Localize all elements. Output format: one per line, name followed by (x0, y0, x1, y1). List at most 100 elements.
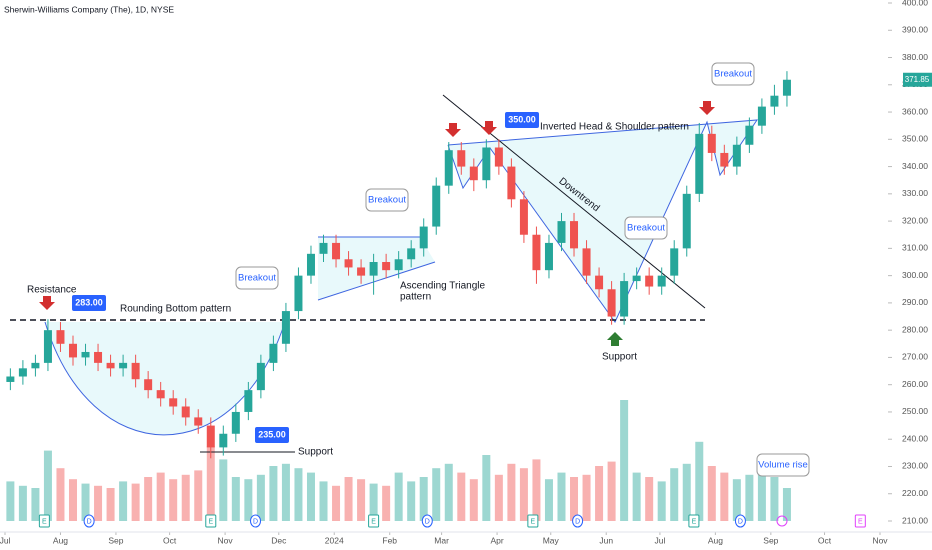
x-tick-label: Aug (708, 535, 723, 545)
volume-bar (582, 474, 591, 521)
candle-body (144, 379, 153, 391)
volume-bar (269, 466, 278, 521)
x-tick-label: Sep (763, 535, 778, 545)
candle-body (582, 248, 591, 276)
volume-bar (419, 477, 428, 521)
candle-body (43, 330, 52, 363)
volume-bar (670, 468, 679, 521)
volume-bar (632, 472, 641, 521)
volume-bar (219, 459, 228, 521)
price-callout-label: 350.00 (508, 114, 536, 124)
event-label: D (87, 518, 92, 525)
y-tick-label: 390.00 (902, 25, 928, 35)
y-tick-label: 210.00 (902, 515, 928, 525)
event-label: E (208, 518, 213, 525)
event-label: E (858, 518, 863, 525)
candle-body (695, 133, 704, 194)
volume-bar (682, 463, 691, 521)
x-tick-label: 2024 (325, 535, 344, 545)
volume-bar (344, 477, 353, 521)
dividend-icon (776, 515, 788, 527)
candle-body (206, 425, 215, 448)
event-marker (38, 514, 50, 528)
candle-body (444, 150, 453, 186)
event-marker (205, 514, 217, 528)
candle-body (507, 166, 516, 200)
event-marker (572, 514, 584, 528)
pattern-fill (448, 120, 757, 322)
event-label: E (692, 518, 697, 525)
x-tick-label: Oct (163, 535, 177, 545)
callout-label: Volume rise (758, 460, 808, 471)
x-tick-label: Jul (0, 535, 11, 545)
volume-bar (407, 481, 416, 521)
candle-body (344, 259, 353, 268)
volume-bar (519, 468, 528, 521)
candle-body (119, 362, 128, 369)
annotation: Resistance (27, 285, 77, 296)
volume-bar (18, 485, 27, 521)
candle-body (31, 362, 40, 369)
candle-body (645, 275, 654, 287)
x-tick-label: May (543, 535, 560, 545)
volume-bar (357, 479, 366, 521)
volume-bar (657, 481, 666, 521)
y-tick-label: 260.00 (902, 379, 928, 389)
event-marker (250, 514, 262, 528)
volume-bar (382, 485, 391, 521)
volume-bar (294, 468, 303, 521)
x-tick-label: Apr (490, 535, 503, 545)
y-tick-label: 240.00 (902, 433, 928, 443)
volume-bar (144, 477, 153, 521)
event-label: E (42, 518, 47, 525)
candle-body (519, 199, 528, 235)
callout-label: Breakout (368, 195, 406, 206)
candle-body (169, 398, 178, 407)
volume-bar (595, 466, 604, 521)
y-tick-label: 280.00 (902, 324, 928, 334)
callout-box (711, 62, 755, 86)
volume-bar (119, 481, 128, 521)
volume-bar (131, 483, 140, 521)
arrow-down (445, 123, 461, 137)
chart-title: Sherwin-Williams Company (The), 1D, NYSE (4, 4, 174, 14)
volume-bar (244, 479, 253, 521)
volume-bar (707, 466, 716, 521)
y-tick-label: 360.00 (902, 106, 928, 116)
event-label: D (253, 518, 258, 525)
candle-body (56, 330, 65, 344)
volume-bar (782, 488, 791, 521)
candle-body (18, 368, 27, 377)
y-tick-label: 220.00 (902, 488, 928, 498)
volume-bar (94, 485, 103, 521)
annotation: Support (298, 447, 333, 458)
event-label: E (531, 518, 536, 525)
candle-body (419, 226, 428, 249)
arrow-down (699, 101, 715, 115)
event-marker (688, 514, 700, 528)
event-marker (421, 514, 433, 528)
x-tick-label: Jul (654, 535, 665, 545)
event-marker (368, 514, 380, 528)
event-marker (527, 514, 539, 528)
candle-body (94, 351, 103, 363)
volume-bar (181, 474, 190, 521)
volume-bar (482, 455, 491, 521)
arrow-down (481, 121, 497, 135)
y-tick-label: 270.00 (902, 352, 928, 362)
price-tag (903, 72, 932, 87)
pattern-fill (45, 322, 285, 435)
candle-body (570, 221, 579, 249)
volume-bar (469, 479, 478, 521)
volume-bar (332, 485, 341, 521)
volume-bar (81, 483, 90, 521)
volume-bar (732, 479, 741, 521)
volume-bar (507, 463, 516, 521)
x-tick-label: Sep (108, 535, 123, 545)
y-tick-label: 340.00 (902, 161, 928, 171)
candle-body (231, 411, 240, 434)
candle-body (256, 362, 265, 391)
candle-body (732, 144, 741, 167)
annotation: Inverted Head & Shoulder pattern (540, 122, 689, 133)
candle-body (319, 242, 328, 254)
